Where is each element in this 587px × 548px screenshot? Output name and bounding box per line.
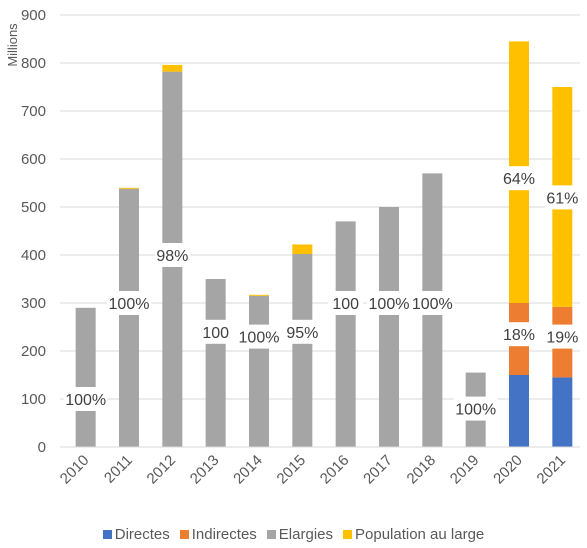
legend: Directes Indirectes Elargies Population au … — [0, 526, 587, 543]
x-tick-label: 2019 — [447, 452, 483, 488]
data-label: 95% — [284, 319, 320, 344]
x-tick-label: 2021 — [534, 452, 570, 488]
data-label-text: 100% — [109, 296, 150, 313]
x-tick-label: 2020 — [490, 452, 526, 488]
data-label-text: 100 — [332, 296, 359, 313]
data-label: 100% — [107, 291, 151, 315]
data-label: 100% — [367, 291, 411, 315]
data-label-background — [328, 291, 364, 315]
y-tick-label: 700 — [21, 103, 46, 120]
x-tick-label: 2012 — [144, 452, 180, 488]
legend-swatch — [266, 530, 276, 539]
data-label: 61% — [544, 185, 580, 210]
data-label: 98% — [154, 243, 190, 267]
y-tick-label: 500 — [21, 199, 46, 216]
y-axis-ticks: 0 100 200 300 400 500 600 700 800 900 — [21, 7, 46, 456]
data-label-background — [107, 291, 151, 315]
x-tick-label: 2017 — [360, 452, 396, 488]
bar-segment — [119, 188, 139, 447]
data-label-background — [501, 322, 537, 347]
y-axis-label: Millions — [5, 23, 20, 67]
bar-segment — [249, 295, 269, 447]
legend-item: Population au large — [343, 526, 484, 543]
x-tick-label: 2011 — [101, 452, 136, 487]
data-label-text: 98% — [156, 248, 188, 265]
bar-segment — [292, 244, 313, 255]
data-label-text: 61% — [546, 190, 578, 207]
data-label-background — [410, 291, 455, 315]
y-tick-label: 100 — [21, 391, 46, 408]
data-label-text: 95% — [286, 325, 318, 342]
legend-swatch — [179, 530, 189, 539]
data-label-background — [237, 324, 281, 349]
legend-item: Directes — [102, 526, 170, 543]
data-labels: 100%100%98%100 100% 95%100 100% 100%100%18%6… — [63, 166, 580, 421]
legend-label: Directes — [114, 526, 170, 543]
data-label-text: 100% — [412, 296, 453, 313]
y-tick-label: 600 — [21, 151, 46, 168]
data-label-text: 100% — [455, 402, 496, 419]
data-label: 100% — [237, 324, 281, 349]
data-label-text: 100% — [239, 330, 280, 347]
y-tick-label: 0 — [38, 439, 46, 456]
x-tick-label: 2010 — [57, 452, 93, 488]
y-tick-label: 400 — [21, 247, 46, 264]
data-label: 18% — [501, 322, 537, 347]
data-label-text: 100 — [202, 325, 229, 342]
data-label-text: 100% — [369, 296, 410, 313]
legend-label: Elargies — [278, 526, 333, 543]
legend-item: Elargies — [266, 526, 333, 543]
x-tick-label: 2013 — [187, 452, 223, 488]
legend-label: Indirectes — [191, 526, 257, 543]
x-tick-label: 2018 — [404, 452, 440, 488]
legend-item: Indirectes — [179, 526, 257, 543]
data-label: 19% — [544, 324, 580, 349]
y-tick-label: 300 — [21, 295, 46, 312]
bars — [75, 41, 573, 447]
data-label-background — [501, 166, 537, 191]
x-tick-label: 2016 — [317, 452, 353, 488]
legend-label: Population au large — [355, 526, 485, 543]
y-tick-label: 900 — [21, 7, 46, 24]
data-label: 100% — [410, 291, 455, 315]
bar-segment — [552, 377, 573, 447]
data-label: 100 — [328, 291, 364, 315]
bar-segment — [249, 294, 269, 296]
data-label-background — [198, 319, 234, 344]
x-tick-label: 2015 — [274, 452, 310, 488]
data-label-background — [154, 243, 190, 267]
data-label-text: 100% — [65, 392, 106, 409]
x-axis-ticks: 2010 2011 2012 2013 2014 2015 2016 2017 2018 2019… — [57, 452, 569, 488]
legend-swatch — [102, 530, 112, 539]
bar-segment — [119, 187, 139, 189]
data-label-text: 19% — [546, 330, 578, 347]
bar-segment — [335, 221, 356, 447]
legend-swatch — [343, 530, 352, 539]
data-label: 100% — [453, 396, 498, 421]
stacked-bar-chart: Millions 0 100 200 300 400 500 600 700 800 900 20… — [5, 7, 580, 488]
bar-segment — [292, 254, 313, 447]
bar-segment — [75, 307, 96, 447]
data-label-background — [284, 319, 320, 344]
data-label: 64% — [501, 166, 537, 191]
y-tick-label: 200 — [21, 343, 46, 360]
data-label-background — [367, 291, 411, 315]
bar-segment — [509, 375, 529, 447]
y-tick-label: 800 — [21, 55, 46, 72]
data-label: 100 — [198, 319, 234, 344]
x-tick-label: 2014 — [230, 452, 266, 488]
data-label-background — [63, 387, 108, 411]
bar-segment — [379, 207, 399, 447]
data-label-background — [453, 396, 498, 421]
data-label-background — [544, 185, 580, 210]
data-label: 100% — [63, 387, 108, 411]
data-label-text: 64% — [503, 171, 535, 188]
bar-segment — [162, 64, 183, 72]
bar-segment — [205, 279, 226, 447]
data-label-background — [544, 324, 580, 349]
data-label-text: 18% — [503, 327, 535, 344]
